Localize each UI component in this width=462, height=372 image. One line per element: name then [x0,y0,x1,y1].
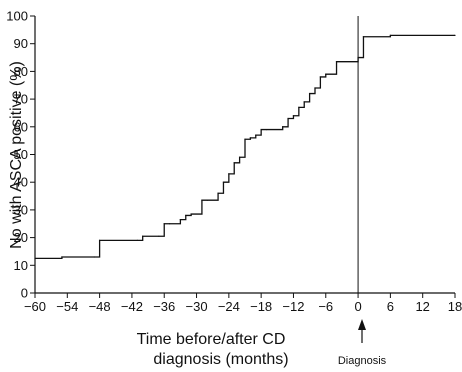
series-point [244,138,246,140]
y-tick-label: 40 [14,175,28,190]
x-tick-label: −24 [218,299,240,314]
y-axis-title: No with ASCA positive (%) [8,61,25,249]
series-point [163,223,165,225]
series-point [325,73,327,75]
x-tick-label: 12 [415,299,429,314]
x-tick-label: −18 [250,299,272,314]
series-point [454,34,456,36]
series-point [389,34,391,36]
series-point [136,239,138,241]
series-point [169,223,171,225]
y-tick-label: 90 [14,36,28,51]
series-point [222,181,225,183]
series-point [61,256,63,258]
y-tick-label: 60 [14,119,28,134]
series-point [228,173,230,175]
series-point [292,115,295,117]
series-point [179,218,181,221]
x-tick-label: 18 [448,299,462,314]
y-tick-label: 0 [21,286,28,301]
x-axis-title-line-1: Time before/after CD [137,331,286,348]
series-point [158,235,160,237]
series-line-asca-positive [35,34,455,260]
x-tick-label: −6 [318,299,333,314]
y-tick-label: 50 [14,147,28,162]
y-axis-ticks: 0 10 20 30 40 50 60 70 80 90 100 [6,9,35,301]
y-tick-label: 30 [14,202,28,217]
series-point [282,126,284,128]
series-point [319,76,321,78]
series-point [206,199,208,201]
x-tick-label: 0 [354,299,361,314]
series-point [185,214,187,217]
x-tick-label: 6 [387,299,394,314]
y-tick-label: 10 [14,258,28,273]
y-tick-label: 100 [6,9,28,24]
x-tick-label: −42 [121,299,143,314]
series-point [217,192,219,194]
y-tick-label: 80 [14,64,28,79]
diagnosis-arrow [358,319,366,343]
series-point [249,137,251,139]
series-point [309,92,311,95]
x-tick-label: −36 [153,299,175,314]
series-point [303,101,305,103]
x-tick-label: −60 [24,299,46,314]
series-point [190,213,192,215]
series-point [99,239,101,241]
x-axis-title-line-2: diagnosis (months) [153,351,288,368]
x-tick-label: −30 [186,299,208,314]
series-point [201,199,203,201]
series-point [34,257,36,259]
series-point [287,117,289,120]
series-point [260,128,262,131]
series-step-points [34,34,456,259]
y-tick-label: 70 [14,92,28,107]
series-point [362,36,365,38]
series-point [93,256,95,258]
x-tick-label: −48 [89,299,111,314]
series-point [255,134,257,136]
x-axis-ticks: −60 −54 −48 −42 −36 −30 −24 −18 −12 −6 0 6 12 18 [24,293,462,314]
series-point [335,61,338,63]
diagnosis-label: Diagnosis [338,355,387,367]
series-point [265,128,268,131]
x-tick-label: −54 [56,299,78,314]
series-point [298,106,300,109]
series-point [357,56,359,59]
x-tick-label: −12 [282,299,304,314]
series-point [142,235,144,237]
series-point [314,87,316,89]
series-point [239,156,241,158]
y-tick-label: 20 [14,230,28,245]
series-point [233,162,235,164]
